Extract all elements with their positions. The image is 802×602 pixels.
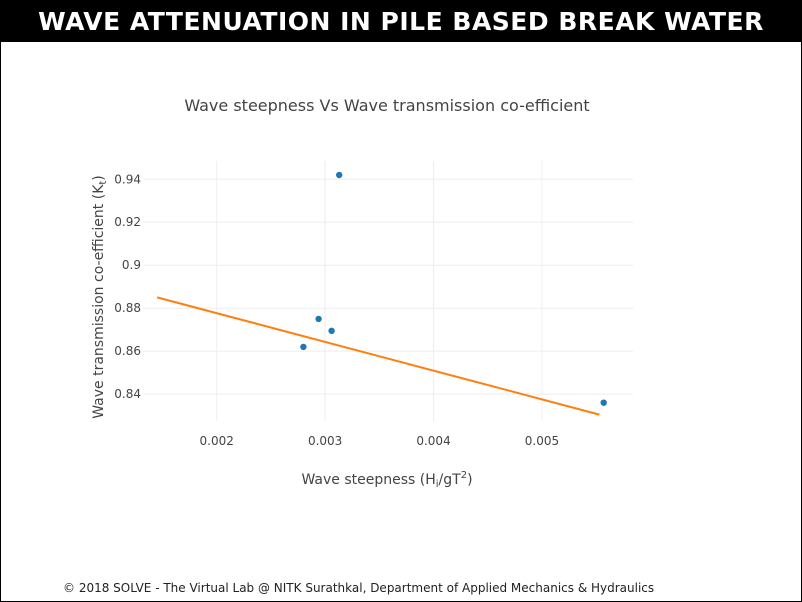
x-tick-label: 0.005 (525, 434, 559, 448)
y-tick-label: 0.88 (114, 301, 141, 315)
scatter-chart: Wave steepness Vs Wave transmission co-e… (91, 96, 633, 490)
y-tick-labels: 0.84 0.86 0.88 0.9 0.92 0.94 (114, 172, 141, 401)
y-axis-title: Wave transmission co-efficient (Kt) (91, 175, 109, 419)
trend-lines (156, 296, 600, 416)
data-point (315, 315, 322, 323)
y-tick-label: 0.94 (114, 172, 141, 186)
y-tick-label: 0.9 (122, 258, 141, 272)
data-point (336, 171, 343, 179)
trend-line (156, 296, 600, 416)
x-tick-label: 0.004 (416, 434, 450, 448)
chart-title: Wave steepness Vs Wave transmission co-e… (184, 96, 589, 115)
footer-credit: © 2018 SOLVE - The Virtual Lab @ NITK Su… (63, 581, 655, 595)
x-tick-label: 0.003 (308, 434, 342, 448)
y-tick-label: 0.86 (114, 344, 141, 358)
data-point (300, 343, 307, 351)
x-tick-labels: 0.002 0.003 0.004 0.005 (200, 434, 560, 448)
y-tick-label: 0.92 (114, 215, 141, 229)
x-tick-label: 0.002 (200, 434, 234, 448)
data-points (300, 171, 607, 406)
data-point (600, 399, 607, 406)
data-point (328, 327, 335, 334)
page-banner-title: WAVE ATTENUATION IN PILE BASED BREAK WAT… (1, 1, 801, 42)
x-axis-title: Wave steepness (Hi/gT2) (301, 470, 472, 490)
y-tick-label: 0.84 (114, 387, 141, 401)
grid-lines (143, 161, 633, 421)
